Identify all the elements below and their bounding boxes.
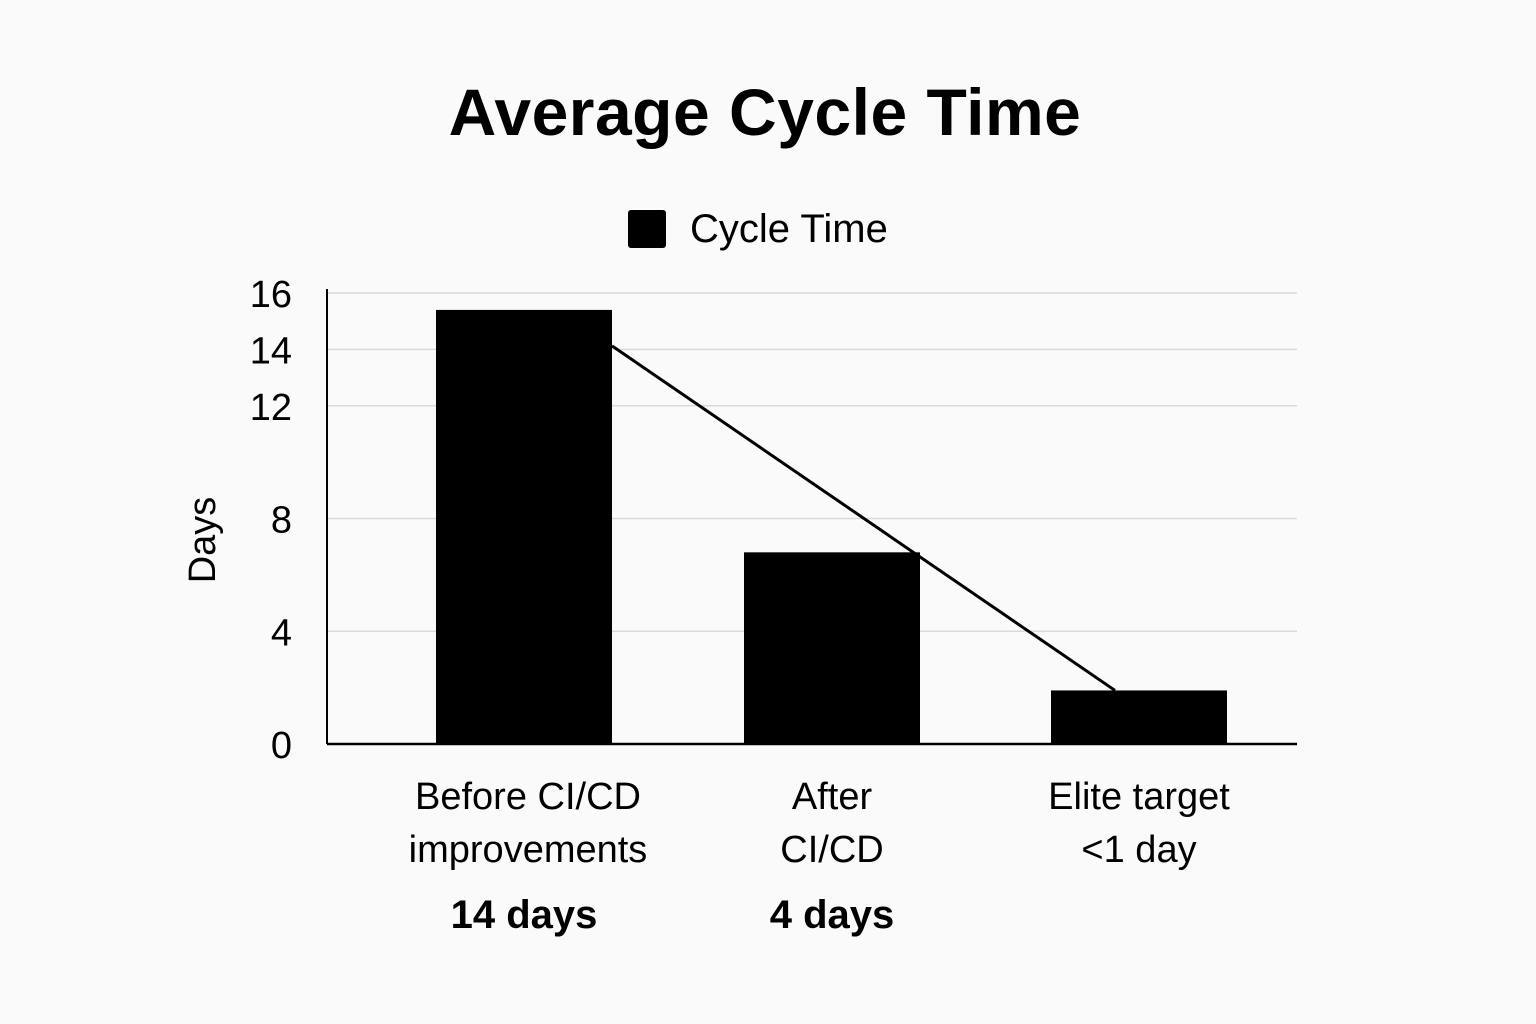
- category-label: Elite target: [1048, 776, 1230, 818]
- bar: [436, 309, 612, 744]
- category-label: <1 day: [1081, 829, 1196, 871]
- data-label: 4 days: [770, 893, 895, 937]
- trend-line: [611, 344, 1116, 692]
- category-label: After: [792, 776, 873, 818]
- legend-label: Cycle Time: [690, 206, 888, 251]
- y-tick-label: 0: [271, 725, 292, 767]
- category-label: improvements: [409, 829, 648, 871]
- y-tick-label: 16: [250, 274, 292, 316]
- legend-swatch: [628, 210, 666, 248]
- category-label: Before CI/CD: [415, 776, 641, 818]
- data-label: 14 days: [451, 893, 598, 937]
- bar: [1051, 690, 1227, 744]
- y-tick-label: 8: [271, 500, 292, 542]
- y-tick-label: 14: [250, 330, 292, 372]
- chart-title: Average Cycle Time: [448, 75, 1082, 149]
- category-label: CI/CD: [780, 829, 883, 871]
- legend: Cycle Time: [628, 206, 888, 252]
- bar: [744, 552, 920, 744]
- y-axis-title: Days: [182, 497, 224, 584]
- y-tick-label: 4: [271, 612, 292, 654]
- y-tick-label: 12: [250, 387, 292, 429]
